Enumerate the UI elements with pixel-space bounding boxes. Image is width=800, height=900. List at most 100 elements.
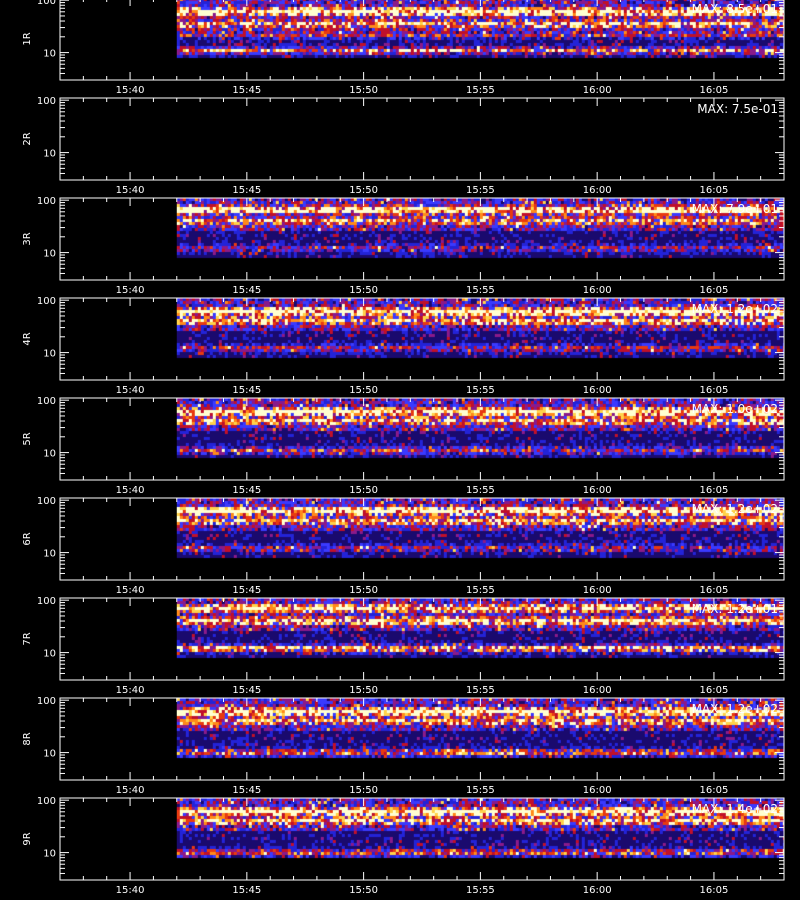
spectrogram-image xyxy=(176,98,784,180)
panel-4r: 100 10 15:40 15:45 15:50 15:55 16:00 16:05 4R MAX… xyxy=(22,296,785,396)
panel-9r: 100 10 15:40 15:45 15:50 15:55 16:00 16:05 9R MAX… xyxy=(22,796,785,896)
x-tick-label: 16:00 xyxy=(583,885,612,896)
x-tick-label: 15:40 xyxy=(116,685,145,696)
panel-5r: 100 10 15:40 15:45 15:50 15:55 16:00 16:05 5R MAX… xyxy=(22,396,785,496)
x-tick-label: 15:50 xyxy=(349,885,378,896)
x-tick-label: 15:50 xyxy=(349,785,378,796)
x-tick-label: 15:55 xyxy=(466,185,495,196)
x-tick-label: 16:05 xyxy=(700,185,729,196)
panel-label: 3R xyxy=(22,232,33,245)
y-tick-label: 10 xyxy=(43,549,56,560)
panel-8r: 100 10 15:40 15:45 15:50 15:55 16:00 16:05 8R MAX… xyxy=(22,696,785,796)
x-tick-label: 15:55 xyxy=(466,485,495,496)
max-value-label: MAX: 1.2e+02 xyxy=(692,502,778,516)
panel-7r: 100 10 15:40 15:45 15:50 15:55 16:00 16:05 7R MAX… xyxy=(22,596,785,696)
x-tick-label: 16:00 xyxy=(583,185,612,196)
x-tick-label: 16:05 xyxy=(700,385,729,396)
x-tick-label: 15:45 xyxy=(232,85,261,96)
spectrogram-image xyxy=(176,398,784,480)
x-tick-label: 15:50 xyxy=(349,485,378,496)
x-tick-label: 16:00 xyxy=(583,585,612,596)
spectrogram-image xyxy=(176,698,784,780)
x-tick-label: 15:40 xyxy=(116,285,145,296)
x-tick-label: 15:45 xyxy=(232,885,261,896)
plot-frame xyxy=(59,397,785,481)
x-tick-label: 15:45 xyxy=(232,385,261,396)
y-tick-label: 10 xyxy=(43,349,56,360)
y-tick-label: 10 xyxy=(43,749,56,760)
x-tick-label: 16:05 xyxy=(700,685,729,696)
max-value-label: MAX: 7.5e-01 xyxy=(697,102,778,116)
x-tick-label: 15:40 xyxy=(116,185,145,196)
y-tick-label: 10 xyxy=(43,49,56,60)
y-tick-label: 100 xyxy=(37,96,56,107)
x-tick-label: 15:50 xyxy=(349,85,378,96)
x-tick-label: 16:00 xyxy=(583,785,612,796)
y-tick-label: 100 xyxy=(37,196,56,207)
panel-1r: 100 10 15:40 15:45 15:50 15:55 16:00 16:05 1R MAX… xyxy=(22,0,785,96)
x-tick-label: 16:00 xyxy=(583,285,612,296)
x-tick-label: 15:45 xyxy=(232,585,261,596)
spectrogram-image xyxy=(176,0,784,80)
plot-frame xyxy=(59,97,785,181)
y-tick-label: 10 xyxy=(43,149,56,160)
y-tick-label: 100 xyxy=(37,396,56,407)
x-tick-label: 15:55 xyxy=(466,285,495,296)
x-tick-label: 15:55 xyxy=(466,785,495,796)
plot-frame xyxy=(59,197,785,281)
panel-label: 5R xyxy=(22,432,33,445)
x-tick-label: 15:45 xyxy=(232,485,261,496)
x-tick-label: 15:40 xyxy=(116,585,145,596)
plot-frame xyxy=(59,597,785,681)
x-tick-label: 15:55 xyxy=(466,685,495,696)
x-tick-label: 15:40 xyxy=(116,385,145,396)
max-value-label: MAX: 1.2e+02 xyxy=(692,302,778,316)
panel-label: 8R xyxy=(22,732,33,745)
x-tick-label: 15:55 xyxy=(466,385,495,396)
x-tick-label: 15:55 xyxy=(466,85,495,96)
panel-label: 4R xyxy=(22,332,33,345)
y-tick-label: 10 xyxy=(43,449,56,460)
spectrogram-image xyxy=(176,298,784,380)
y-tick-label: 10 xyxy=(43,849,56,860)
max-value-label: MAX: 1.2e+01 xyxy=(692,602,778,616)
x-tick-label: 15:45 xyxy=(232,685,261,696)
x-tick-label: 16:05 xyxy=(700,785,729,796)
x-tick-label: 15:40 xyxy=(116,485,145,496)
x-tick-label: 15:55 xyxy=(466,885,495,896)
y-tick-label: 100 xyxy=(37,496,56,507)
x-tick-label: 15:55 xyxy=(466,585,495,596)
x-tick-label: 15:40 xyxy=(116,785,145,796)
max-value-label: MAX: 1.4e+02 xyxy=(692,802,778,816)
y-tick-label: 100 xyxy=(37,596,56,607)
plot-frame xyxy=(59,797,785,881)
x-tick-label: 15:50 xyxy=(349,685,378,696)
x-tick-label: 15:50 xyxy=(349,185,378,196)
panel-label: 1R xyxy=(22,32,33,45)
panel-3r: 100 10 15:40 15:45 15:50 15:55 16:00 16:05 3R MAX… xyxy=(22,196,785,296)
max-value-label: MAX: 1.2e+02 xyxy=(692,702,778,716)
x-tick-label: 16:00 xyxy=(583,385,612,396)
x-tick-label: 15:40 xyxy=(116,85,145,96)
x-tick-label: 15:45 xyxy=(232,285,261,296)
x-tick-label: 16:05 xyxy=(700,885,729,896)
plot-frame xyxy=(59,0,785,81)
panel-label: 6R xyxy=(22,532,33,545)
x-tick-label: 16:00 xyxy=(583,85,612,96)
x-tick-label: 16:00 xyxy=(583,685,612,696)
x-tick-label: 16:05 xyxy=(700,85,729,96)
max-value-label: MAX: 1.0e+02 xyxy=(692,402,778,416)
max-value-label: MAX: 8.5e+01 xyxy=(692,2,778,16)
plot-frame xyxy=(59,697,785,781)
x-tick-label: 16:05 xyxy=(700,585,729,596)
spectrogram-image xyxy=(176,798,784,880)
x-tick-label: 15:50 xyxy=(349,385,378,396)
panel-label: 2R xyxy=(22,132,33,145)
plot-frame xyxy=(59,297,785,381)
x-tick-label: 16:05 xyxy=(700,485,729,496)
y-tick-label: 100 xyxy=(37,796,56,807)
x-tick-label: 15:40 xyxy=(116,885,145,896)
spectrogram-image xyxy=(176,498,784,580)
x-tick-label: 15:50 xyxy=(349,285,378,296)
